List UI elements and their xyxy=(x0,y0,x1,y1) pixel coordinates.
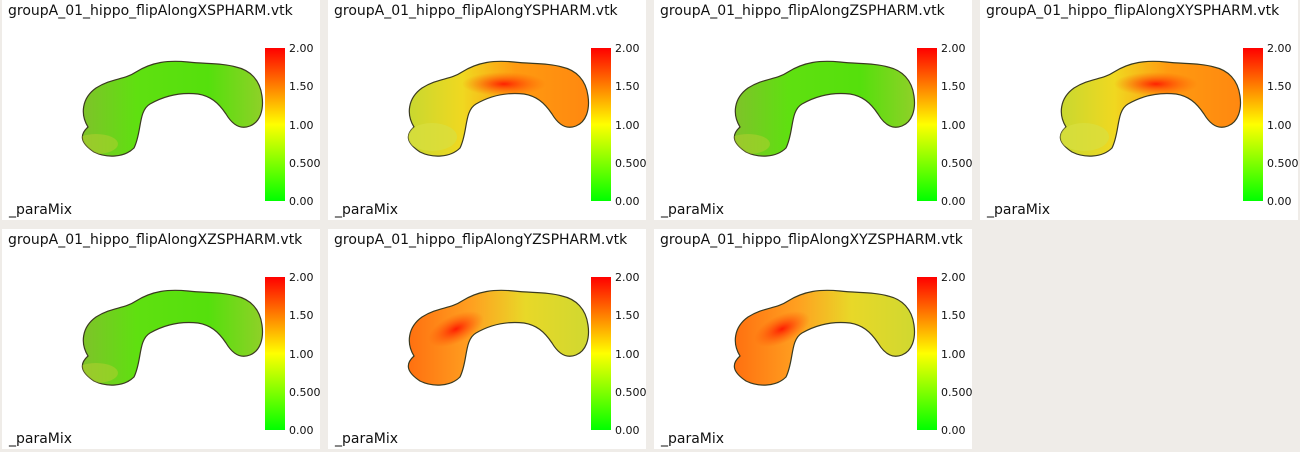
colorbar-tick-label: 0.500 xyxy=(1267,157,1298,170)
hippocampus-mesh-icon[interactable] xyxy=(66,52,266,172)
scalar-colorbar xyxy=(265,48,285,201)
scalar-colorbar xyxy=(591,48,611,201)
scalar-colorbar xyxy=(917,277,937,430)
colorbar-tick-label: 1.50 xyxy=(615,80,640,93)
colorbar-tick-label: 2.00 xyxy=(289,271,314,284)
colorbar-tick-label: 1.50 xyxy=(1267,80,1292,93)
colorbar-tick-label: 0.00 xyxy=(615,424,640,437)
scalar-name-label: _paraMix xyxy=(661,431,725,447)
colorbar-tick-label: 2.00 xyxy=(615,42,640,55)
colorbar-tick-label: 1.50 xyxy=(289,80,314,93)
scalar-name-label: _paraMix xyxy=(661,202,725,218)
colorbar-tick-label: 2.00 xyxy=(289,42,314,55)
colorbar-tick-label: 0.00 xyxy=(941,424,966,437)
colorbar-tick-label: 0.00 xyxy=(615,195,640,208)
colorbar-tick-label: 0.500 xyxy=(615,157,646,170)
colorbar-tick-label: 1.50 xyxy=(615,309,640,322)
colorbar-tick-label: 1.00 xyxy=(289,348,314,361)
colorbar-tick-label: 0.500 xyxy=(615,386,646,399)
scalar-name-label: _paraMix xyxy=(9,202,73,218)
colorbar-tick-label: 0.00 xyxy=(1267,195,1292,208)
colorbar-tick-label: 0.500 xyxy=(289,157,320,170)
colorbar-tick-label: 0.00 xyxy=(289,424,314,437)
hippocampus-mesh-icon[interactable] xyxy=(718,52,918,172)
render-view-panel[interactable]: groupA_01_hippo_flipAlongXZSPHARM.vtk _p… xyxy=(2,229,320,449)
render-view-panel[interactable]: groupA_01_hippo_flipAlongYSPHARM.vtk _pa… xyxy=(328,0,646,220)
scalar-name-label: _paraMix xyxy=(335,202,399,218)
panel-title: groupA_01_hippo_flipAlongYSPHARM.vtk xyxy=(334,3,618,19)
colorbar-tick-label: 0.00 xyxy=(289,195,314,208)
colorbar-tick-label: 1.00 xyxy=(941,119,966,132)
panel-title: groupA_01_hippo_flipAlongXYZSPHARM.vtk xyxy=(660,232,963,248)
colorbar-tick-label: 1.50 xyxy=(289,309,314,322)
scalar-colorbar xyxy=(265,277,285,430)
scalar-colorbar xyxy=(917,48,937,201)
colorbar-tick-label: 1.50 xyxy=(941,80,966,93)
hippocampus-mesh-icon[interactable] xyxy=(66,281,266,401)
panel-title: groupA_01_hippo_flipAlongXSPHARM.vtk xyxy=(8,3,293,19)
panel-title: groupA_01_hippo_flipAlongYZSPHARM.vtk xyxy=(334,232,628,248)
colorbar-tick-label: 2.00 xyxy=(615,271,640,284)
colorbar-tick-label: 2.00 xyxy=(941,42,966,55)
colorbar-tick-label: 0.500 xyxy=(941,386,972,399)
colorbar-tick-label: 2.00 xyxy=(1267,42,1292,55)
colorbar-tick-label: 2.00 xyxy=(941,271,966,284)
render-view-panel[interactable]: groupA_01_hippo_flipAlongXYZSPHARM.vtk _… xyxy=(654,229,972,449)
hippocampus-mesh-icon[interactable] xyxy=(1044,52,1244,172)
panel-title: groupA_01_hippo_flipAlongXZSPHARM.vtk xyxy=(8,232,303,248)
colorbar-tick-label: 1.00 xyxy=(615,119,640,132)
colorbar-tick-label: 1.00 xyxy=(1267,119,1292,132)
colorbar-tick-label: 0.500 xyxy=(289,386,320,399)
panel-title: groupA_01_hippo_flipAlongZSPHARM.vtk xyxy=(660,3,945,19)
colorbar-tick-label: 1.50 xyxy=(941,309,966,322)
render-view-panel[interactable]: groupA_01_hippo_flipAlongZSPHARM.vtk _pa… xyxy=(654,0,972,220)
scalar-colorbar xyxy=(591,277,611,430)
scalar-name-label: _paraMix xyxy=(9,431,73,447)
colorbar-tick-label: 1.00 xyxy=(289,119,314,132)
colorbar-tick-label: 0.00 xyxy=(941,195,966,208)
hippocampus-mesh-icon[interactable] xyxy=(718,281,918,401)
render-view-panel[interactable]: groupA_01_hippo_flipAlongXSPHARM.vtk _pa… xyxy=(2,0,320,220)
colorbar-tick-label: 1.00 xyxy=(941,348,966,361)
scalar-colorbar xyxy=(1243,48,1263,201)
hippocampus-mesh-icon[interactable] xyxy=(392,281,592,401)
scalar-name-label: _paraMix xyxy=(987,202,1051,218)
colorbar-tick-label: 0.500 xyxy=(941,157,972,170)
hippocampus-mesh-icon[interactable] xyxy=(392,52,592,172)
scalar-name-label: _paraMix xyxy=(335,431,399,447)
render-view-panel[interactable]: groupA_01_hippo_flipAlongYZSPHARM.vtk _p… xyxy=(328,229,646,449)
panel-title: groupA_01_hippo_flipAlongXYSPHARM.vtk xyxy=(986,3,1280,19)
colorbar-tick-label: 1.00 xyxy=(615,348,640,361)
empty-view-slot xyxy=(977,229,1300,452)
render-view-panel[interactable]: groupA_01_hippo_flipAlongXYSPHARM.vtk _p… xyxy=(980,0,1298,220)
